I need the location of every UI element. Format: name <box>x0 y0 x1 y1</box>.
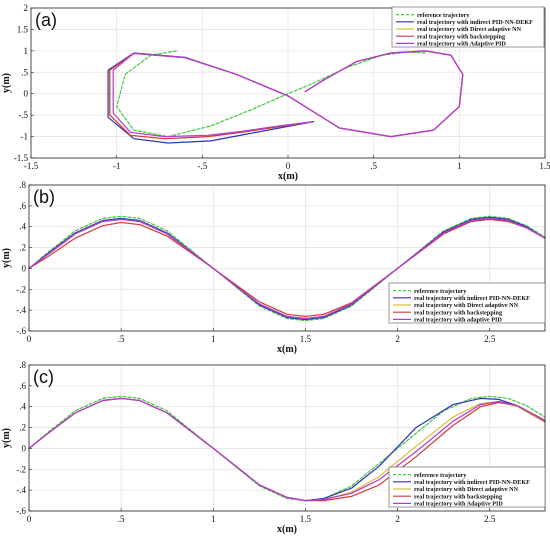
panel-label: (c) <box>33 367 54 387</box>
y-tick-label: 2 <box>24 3 29 13</box>
legend-entry: real trajectory with Direct adaptive NN <box>414 486 519 493</box>
x-tick-label: 0 <box>286 161 291 171</box>
panel-label: (a) <box>35 10 57 30</box>
series-line-adaptive <box>112 50 464 138</box>
x-tick-label: -.5 <box>197 161 207 171</box>
x-tick-label: -1 <box>113 161 121 171</box>
y-tick-label: -.4 <box>16 485 26 495</box>
x-tick-label: 1 <box>211 514 216 524</box>
y-tick-label: 1.5 <box>17 24 29 34</box>
y-tick-label: .6 <box>19 201 26 211</box>
y-axis-label: y(m) <box>1 248 12 268</box>
y-tick-label: -.2 <box>16 284 26 294</box>
y-tick-label: 0 <box>24 89 29 99</box>
panel-2: 0 .5 1 1.5 2 2.5 -.6 -.4 -.2 0 .2 .4 .6 .8 x(m) y(m) (b)… <box>1 180 546 355</box>
y-tick-label: -.2 <box>16 464 26 474</box>
y-tick-label: .6 <box>19 381 26 391</box>
legend-entry: real trajectory with indirect PID-NN-DEK… <box>414 295 530 302</box>
legend-entry: real trajectory with backstepping <box>417 33 506 40</box>
y-axis-label: y(m) <box>1 73 12 93</box>
series-line-adaptive <box>28 217 546 320</box>
x-tick-label: 0 <box>27 334 32 344</box>
y-axis-label: y(m) <box>1 428 12 448</box>
legend-entry: real trajectory with indirect PID-NN-DEK… <box>417 19 533 26</box>
legend-entry: real trajectory with indirect PID-NN-DEK… <box>414 479 530 486</box>
x-tick-label: -1.5 <box>24 161 39 171</box>
y-tick-label: -.6 <box>16 326 26 336</box>
x-tick-label: 1.5 <box>539 161 550 171</box>
series-line-backstep <box>28 218 546 317</box>
axes-frame <box>28 364 546 512</box>
series-line-reference <box>116 50 426 138</box>
x-tick-label: 1 <box>211 334 216 344</box>
legend-entry: real trajectory with backstepping <box>414 493 503 500</box>
y-tick-label: .8 <box>19 180 26 190</box>
x-tick-label: .5 <box>118 514 125 524</box>
series-line-pidnn <box>28 216 546 321</box>
panel-1: -1.5 -1 -.5 0 .5 1 1.5 -1.5 -1 -.5 0 .5 1 1.5 2 x(m) y(m… <box>1 3 550 182</box>
y-tick-label: 0 <box>22 263 27 273</box>
legend-entry: real trajectory with Adaptive PID <box>417 41 506 48</box>
x-tick-label: 1.5 <box>300 514 312 524</box>
series-line-adaptive <box>28 397 546 502</box>
series-line-reference <box>28 215 546 322</box>
legend-entry: reference trajectory <box>417 12 470 19</box>
x-axis-label: x(m) <box>277 524 297 535</box>
legend-entry: real trajectory with Direct adaptive NN <box>414 302 519 309</box>
x-axis-label: x(m) <box>277 344 297 355</box>
y-tick-label: 1 <box>24 46 29 56</box>
axes-frame <box>28 184 546 332</box>
y-tick-label: .2 <box>19 423 26 433</box>
x-tick-label: .5 <box>370 161 377 171</box>
y-tick-label: -1.5 <box>14 153 29 163</box>
legend-entry: real trajectory with Adaptive PID <box>414 501 503 508</box>
legend-entry: real trajectory with adaptive PID <box>414 317 502 324</box>
legend-entry: real trajectory with Direct adaptive NN <box>417 26 522 33</box>
x-tick-label: 2.5 <box>484 514 496 524</box>
x-tick-label: 2 <box>395 334 400 344</box>
legend-entry: reference trajectory <box>414 472 467 479</box>
legend-box <box>388 466 546 508</box>
legend-entry: reference trajectory <box>414 288 467 295</box>
legend-entry: real trajectory with backstepping <box>414 309 503 316</box>
panel-label: (b) <box>33 187 55 207</box>
x-tick-label: 2 <box>395 514 400 524</box>
y-tick-label: .2 <box>19 243 26 253</box>
x-tick-label: 0 <box>27 514 32 524</box>
y-tick-label: -1 <box>21 132 29 142</box>
y-tick-label: -.6 <box>16 506 26 516</box>
y-tick-label: .4 <box>19 402 26 412</box>
x-tick-label: 1 <box>457 161 462 171</box>
y-tick-label: .8 <box>19 360 26 370</box>
panel-3: 0 .5 1 1.5 2 2.5 -.6 -.4 -.2 0 .2 .4 .6 .8 x(m) y(m) (c)… <box>1 360 546 535</box>
y-tick-label: -.5 <box>18 110 28 120</box>
y-tick-label: .4 <box>19 222 26 232</box>
legend-box <box>391 6 545 48</box>
y-tick-label: -.4 <box>16 305 26 315</box>
x-tick-label: 1.5 <box>300 334 312 344</box>
legend-box <box>388 282 546 324</box>
x-axis-label: x(m) <box>278 171 298 182</box>
y-tick-label: .5 <box>21 67 28 77</box>
y-tick-label: 0 <box>22 443 27 453</box>
x-tick-label: .5 <box>118 334 125 344</box>
x-tick-label: 2.5 <box>484 334 496 344</box>
